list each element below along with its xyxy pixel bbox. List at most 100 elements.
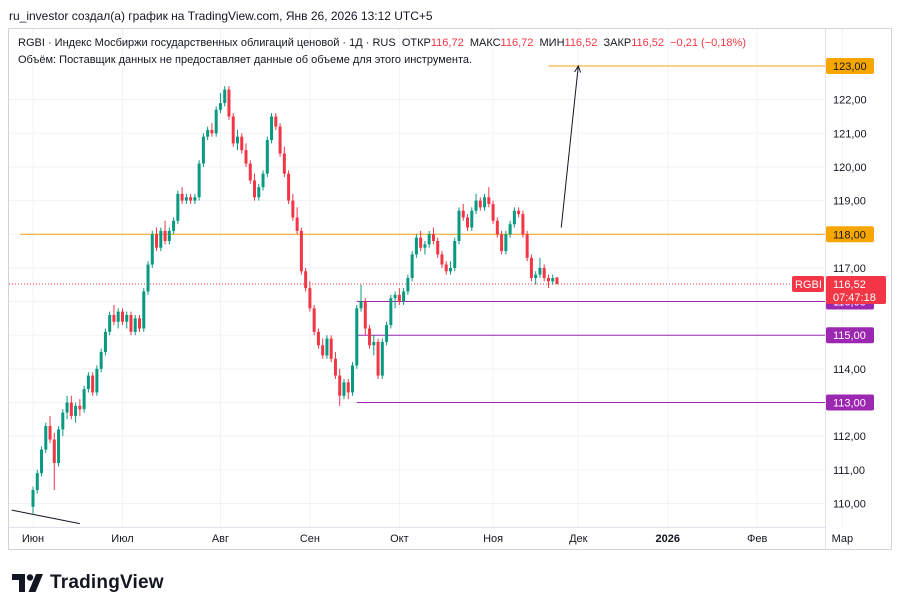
candle-body: [287, 173, 291, 201]
legend-low-label: МИН: [539, 37, 565, 49]
symbol-tag: [792, 276, 824, 293]
time-tick-label: Ноя: [483, 533, 503, 545]
candle-body: [78, 405, 82, 410]
tradingview-logo[interactable]: TradingView: [12, 572, 164, 594]
candle-body: [299, 230, 303, 272]
candle-body: [138, 318, 141, 329]
chart-frame[interactable]: 110,00 111,00 112,00 113,00 114,00 115,00 116,…: [8, 28, 892, 550]
trend-line: [560, 65, 579, 228]
candle-body: [372, 341, 376, 346]
candle-body: [150, 234, 154, 265]
candle-body: [116, 311, 120, 322]
candle-body: [52, 439, 56, 464]
candle-body: [529, 257, 533, 278]
time-tick-label: Июн: [22, 533, 44, 545]
legend-change-value: −0,21 (−0,18%): [670, 37, 746, 49]
candle-body: [261, 173, 265, 188]
time-tick-label: Мар: [832, 533, 854, 545]
legend-symbol-title[interactable]: RGBI · Индекс Мосбиржи государственных о…: [18, 37, 396, 49]
candle-body: [517, 210, 521, 215]
price-tick-label: 112,00: [833, 431, 866, 443]
time-tick-label: Дек: [569, 533, 588, 545]
candle-body: [474, 200, 478, 211]
candle-body: [504, 234, 508, 252]
candle-body: [483, 197, 487, 208]
candle-body: [210, 129, 214, 134]
candle-body: [206, 129, 210, 137]
legend-low-value: 116,52: [564, 37, 598, 49]
candle-body: [235, 136, 239, 144]
price-tick-label: 119,00: [833, 196, 866, 208]
candle-body: [491, 203, 495, 221]
tradingview-logo-icon: [12, 574, 43, 592]
candle-body: [253, 180, 257, 198]
candle-body: [282, 153, 286, 174]
trend-arrow-head: [574, 64, 582, 73]
candle-body: [155, 234, 159, 248]
candle-body: [265, 140, 269, 174]
candle-body: [120, 311, 124, 322]
candle-body: [397, 294, 401, 302]
candle-body: [125, 315, 129, 322]
candle-body: [333, 358, 337, 376]
candle-body: [478, 200, 482, 208]
candle-body: [329, 338, 333, 359]
candle-body: [466, 217, 470, 228]
candle-body: [184, 197, 188, 201]
time-tick-label: Авг: [212, 533, 229, 545]
candle-body: [159, 230, 163, 248]
candle-body: [402, 291, 406, 302]
candle-body: [129, 315, 133, 332]
candle-body: [193, 197, 197, 201]
candle-body: [355, 308, 359, 366]
legend-high-value: 116,72: [500, 37, 534, 49]
candle-body: [291, 200, 295, 218]
candle-body: [278, 126, 282, 154]
countdown-label: 07:47:18: [833, 292, 876, 304]
candle-body: [223, 89, 227, 104]
candle-body: [65, 402, 69, 413]
candle-body: [363, 301, 367, 329]
candle-body: [180, 193, 184, 201]
symbol-tag-label: RGBI: [795, 279, 822, 291]
candle-body: [214, 109, 218, 134]
level-price-label: 115,00: [833, 330, 866, 342]
candle-body: [380, 341, 384, 376]
candle-body: [521, 214, 525, 235]
candle-body: [240, 136, 244, 151]
chart-author-caption: ru_investor создал(а) график на TradingV…: [9, 9, 433, 23]
candle-body: [419, 237, 423, 248]
level-price-tag: [826, 394, 874, 411]
candle-body: [189, 197, 193, 201]
candle-body: [218, 103, 222, 110]
candle-body: [376, 341, 380, 376]
candle-body: [61, 412, 65, 430]
level-price-tag: [826, 327, 874, 344]
candle-body: [244, 150, 248, 164]
candle-body: [316, 331, 320, 346]
candle-body: [414, 237, 418, 255]
candle-body: [74, 405, 78, 416]
candle-body: [31, 489, 35, 507]
candle-body: [487, 197, 491, 204]
price-tick-label: 121,00: [833, 128, 867, 140]
candlestick-chart[interactable]: 110,00 111,00 112,00 113,00 114,00 115,00 116,…: [9, 29, 892, 550]
candle-body: [82, 389, 86, 410]
candle-body: [248, 163, 252, 181]
level-price-label: 123,00: [833, 61, 867, 73]
candle-body: [342, 382, 346, 396]
candle-body: [389, 298, 393, 326]
candle-body: [86, 375, 90, 390]
candle-body: [163, 230, 167, 241]
candle-body: [227, 89, 231, 117]
candle-body: [453, 240, 457, 268]
candle-body: [69, 402, 73, 416]
candle-body: [431, 234, 435, 241]
candle-body: [546, 278, 550, 282]
candle-body: [142, 291, 146, 329]
candle-body: [48, 426, 52, 440]
candle-body: [551, 278, 555, 282]
price-tick-label: 111,00: [833, 465, 865, 477]
last-price-label: 116,52: [833, 279, 866, 291]
candle-body: [495, 220, 499, 235]
